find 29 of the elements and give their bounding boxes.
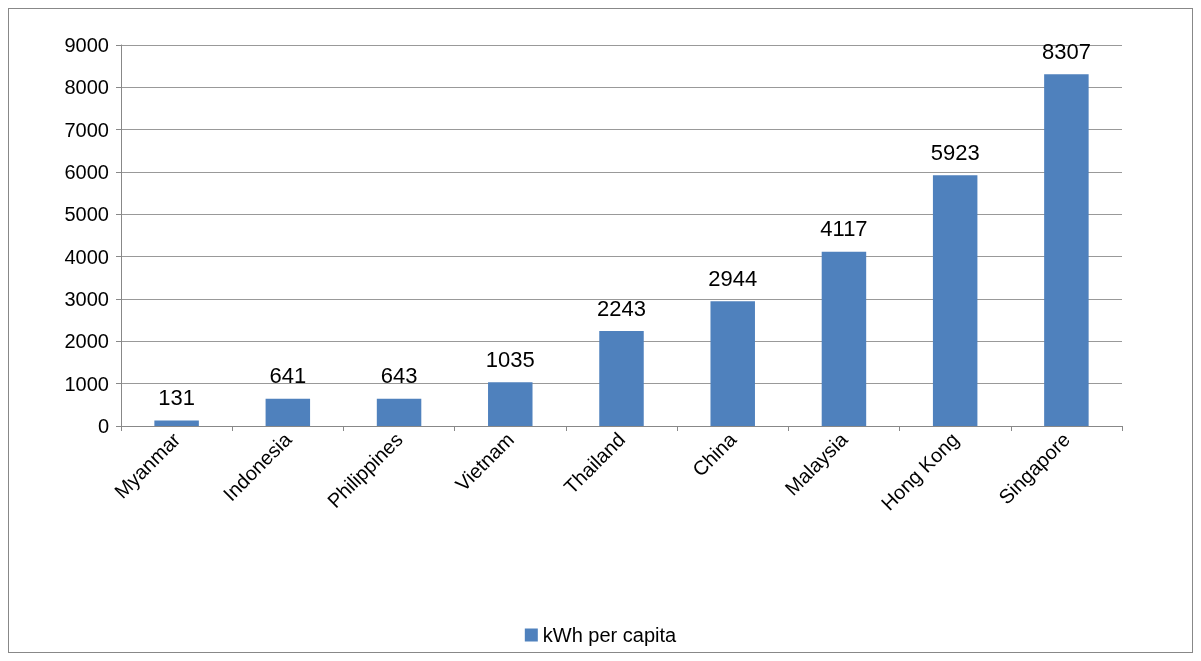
y-tick-label: 4000 — [64, 245, 109, 268]
bar — [265, 398, 311, 426]
data-label: 643 — [380, 363, 418, 389]
bar — [488, 382, 533, 426]
data-label: 1035 — [485, 346, 535, 372]
data-label: 2243 — [597, 295, 646, 321]
y-tick-label: 1000 — [64, 372, 109, 395]
y-tick-label: 5000 — [64, 203, 109, 226]
y-tick-label: 8000 — [64, 76, 109, 99]
bar — [599, 331, 644, 426]
data-label: 641 — [269, 363, 307, 389]
bar — [932, 175, 978, 426]
y-tick-label: 3000 — [64, 288, 109, 310]
data-label: 5923 — [930, 139, 980, 165]
bar — [821, 251, 867, 426]
bar — [154, 420, 199, 426]
y-tick-label: 7000 — [64, 118, 109, 141]
data-label: 131 — [158, 384, 195, 410]
y-tick-label: 0 — [97, 415, 109, 437]
bar — [376, 398, 422, 426]
bar — [1044, 74, 1089, 426]
y-tick-label: 2000 — [64, 330, 109, 353]
legend-label: kWh per capita — [542, 624, 678, 646]
data-label: 4117 — [820, 216, 868, 242]
bar — [710, 301, 755, 426]
y-tick-label: 9000 — [64, 34, 109, 56]
y-tick-label: 6000 — [64, 161, 109, 183]
data-label: 8307 — [1041, 38, 1091, 64]
data-label: 2944 — [708, 265, 758, 291]
